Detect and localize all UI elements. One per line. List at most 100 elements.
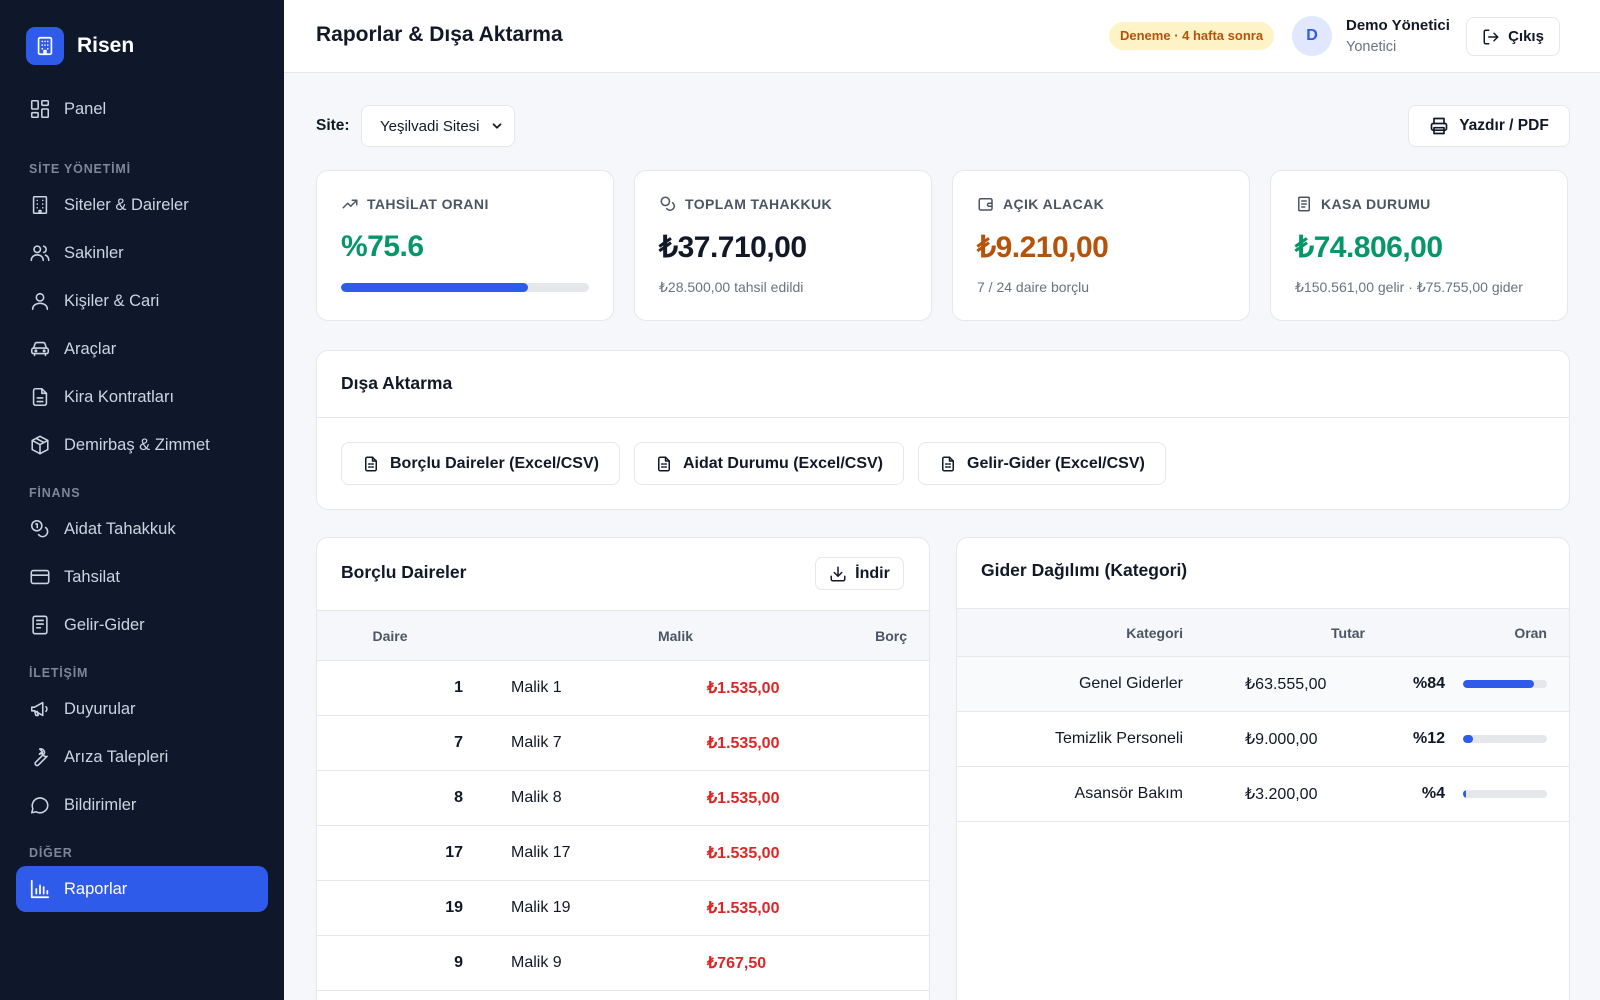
table-row[interactable]: 8 Malik 8 ₺1.535,00 <box>317 770 929 826</box>
car-icon <box>30 341 50 357</box>
share-bar-fill <box>1463 789 1467 798</box>
avatar[interactable]: D <box>1292 16 1332 56</box>
debtors-card: Borçlu Daireler İndir Daire Malik Borç 1… <box>316 537 930 1000</box>
spreadsheet-file-icon <box>942 456 954 471</box>
building-logo-icon <box>26 27 64 65</box>
sidebar-item-label: Siteler & Daireler <box>64 195 189 214</box>
cell-unit: 7 <box>317 715 463 771</box>
sidebar-item-notifications[interactable]: Bildirimler <box>16 782 268 828</box>
table-row[interactable]: 17 Malik 17 ₺1.535,00 <box>317 825 929 881</box>
cell-share: %84 <box>1367 656 1569 712</box>
table-row[interactable]: Asansör Bakım ₺3.200,00 %4 <box>957 766 1569 822</box>
kpi-value: ₺37.710,00 <box>659 231 807 264</box>
sidebar-item-label: Aidat Tahakkuk <box>64 519 176 538</box>
sidebar-item-dues[interactable]: Aidat Tahakkuk <box>16 506 268 552</box>
cell-unit: 9 <box>317 935 463 991</box>
export-button-label: Aidat Durumu (Excel/CSV) <box>682 454 883 472</box>
bar-chart-icon <box>30 879 50 899</box>
cell-owner: Malik 19 <box>463 880 693 936</box>
kpi-collection-rate: TAHSİLAT ORANI %75.6 <box>316 170 614 321</box>
kpi-subtext: 7 / 24 daire borçlu <box>977 279 1090 295</box>
sidebar-item-residents[interactable]: Sakinler <box>16 230 268 276</box>
sidebar-item-label: Panel <box>64 99 107 118</box>
debtors-table: Daire Malik Borç 1 Malik 1 ₺1.535,00 7 M… <box>317 610 929 991</box>
ledger-icon <box>32 615 48 635</box>
logout-button[interactable]: Çıkış <box>1466 17 1560 56</box>
print-pdf-button[interactable]: Yazdır / PDF <box>1408 105 1570 147</box>
sidebar-item-panel[interactable]: Panel <box>16 86 268 132</box>
sidebar-item-income-expense[interactable]: Gelir-Gider <box>16 602 268 648</box>
trial-badge: Deneme · 4 hafta sonra <box>1109 22 1275 50</box>
export-dues-button[interactable]: Aidat Durumu (Excel/CSV) <box>633 442 904 485</box>
site-filter-label: Site: <box>316 117 350 134</box>
column-header-share: Oran <box>1367 608 1569 657</box>
export-income-expense-button[interactable]: Gelir-Gider (Excel/CSV) <box>918 442 1166 485</box>
sidebar-item-label: Araçlar <box>64 339 117 358</box>
share-bar <box>1463 679 1547 688</box>
column-header-amount: Tutar <box>1197 608 1367 657</box>
kpi-label: TAHSİLAT ORANI <box>341 195 489 213</box>
kpi-value: ₺9.210,00 <box>977 231 1109 264</box>
table-header-row: Daire Malik Borç <box>317 610 929 661</box>
share-bar-fill <box>1463 734 1474 743</box>
kpi-label-text: AÇIK ALACAK <box>1003 196 1105 212</box>
sidebar-item-announcements[interactable]: Duyurular <box>16 686 268 732</box>
table-row[interactable]: Genel Giderler ₺63.555,00 %84 <box>957 656 1569 712</box>
cell-debt: ₺1.535,00 <box>693 715 929 771</box>
kpi-value: ₺74.806,00 <box>1295 231 1443 264</box>
cell-amount: ₺3.200,00 <box>1197 766 1367 822</box>
wrench-icon <box>34 748 48 767</box>
expense-categories-title: Gider Dağılımı (Kategori) <box>981 560 1188 580</box>
wallet-icon <box>978 198 993 211</box>
cell-category: Asansör Bakım <box>957 766 1197 822</box>
kpi-value: %75.6 <box>341 230 424 263</box>
cell-owner: Malik 7 <box>463 715 693 771</box>
sidebar-item-people[interactable]: Kişiler & Cari <box>16 278 268 324</box>
share-label: %4 <box>1421 784 1445 802</box>
table-row[interactable]: 19 Malik 19 ₺1.535,00 <box>317 880 929 936</box>
sidebar-item-leases[interactable]: Kira Kontratları <box>16 374 268 420</box>
collection-progress-fill <box>341 283 529 292</box>
cell-debt: ₺1.535,00 <box>693 770 929 826</box>
download-icon <box>830 566 846 581</box>
sidebar-item-collection[interactable]: Tahsilat <box>16 554 268 600</box>
building-icon <box>32 195 48 215</box>
export-debtors-button[interactable]: Borçlu Daireler (Excel/CSV) <box>341 442 620 485</box>
sidebar-item-label: Raporlar <box>64 879 128 898</box>
kpi-total-accrual: TOPLAM TAHAKKUK ₺37.710,00 ₺28.500,00 ta… <box>634 170 932 321</box>
cell-debt: ₺1.535,00 <box>693 825 929 881</box>
table-row[interactable]: 7 Malik 7 ₺1.535,00 <box>317 715 929 771</box>
sidebar-item-faults[interactable]: Arıza Talepleri <box>16 734 268 780</box>
cell-owner: Malik 1 <box>463 660 693 716</box>
table-row[interactable]: Temizlik Personeli ₺9.000,00 %12 <box>957 711 1569 767</box>
share-label: %12 <box>1412 729 1445 747</box>
sidebar-section-other: DİĞER <box>29 846 73 860</box>
credit-card-icon <box>30 569 50 585</box>
sidebar-item-label: Tahsilat <box>64 567 120 586</box>
sidebar-item-sites[interactable]: Siteler & Daireler <box>16 182 268 228</box>
column-header-owner: Malik <box>463 610 693 661</box>
sidebar-section-communication: İLETİŞİM <box>29 666 89 680</box>
debtors-card-title: Borçlu Daireler <box>341 562 467 582</box>
cell-unit: 17 <box>317 825 463 881</box>
users-icon <box>30 245 50 262</box>
sidebar-item-reports[interactable]: Raporlar <box>16 866 268 912</box>
sidebar-item-label: Gelir-Gider <box>64 615 145 634</box>
site-select-value: Yeşilvadi Sitesi <box>380 117 480 135</box>
divider <box>317 417 1569 418</box>
sidebar-item-assets[interactable]: Demirbaş & Zimmet <box>16 422 268 468</box>
spreadsheet-file-icon <box>365 456 377 471</box>
kpi-subtext: ₺28.500,00 tahsil edildi <box>659 279 804 295</box>
table-row[interactable]: 1 Malik 1 ₺1.535,00 <box>317 660 929 716</box>
download-button[interactable]: İndir <box>815 557 904 590</box>
sidebar-item-vehicles[interactable]: Araçlar <box>16 326 268 372</box>
site-select[interactable]: Yeşilvadi Sitesi <box>361 105 515 147</box>
kpi-label-text: KASA DURUMU <box>1321 196 1431 212</box>
trending-up-icon <box>342 199 358 209</box>
table-row[interactable]: 9 Malik 9 ₺767,50 <box>317 935 929 991</box>
top-header: Raporlar & Dışa Aktarma Deneme · 4 hafta… <box>284 0 1600 73</box>
brand[interactable]: Risen <box>26 27 134 65</box>
user-icon <box>31 292 49 311</box>
cell-share: %12 <box>1367 711 1569 767</box>
export-card: Dışa Aktarma Borçlu Daireler (Excel/CSV)… <box>316 350 1570 510</box>
